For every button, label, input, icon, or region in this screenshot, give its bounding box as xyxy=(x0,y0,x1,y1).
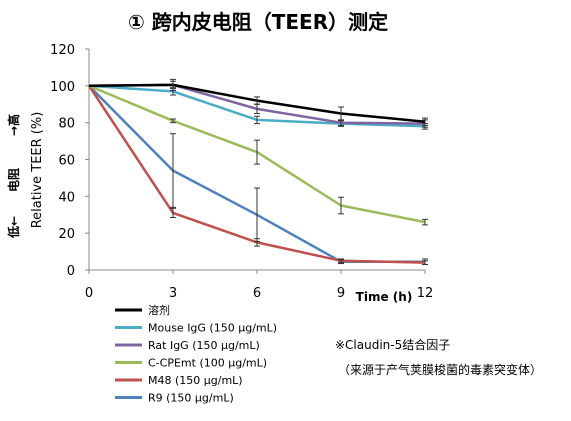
y-tick-label: 120 xyxy=(50,43,75,58)
legend-entry-label: Rat IgG (150 μg/mL) xyxy=(148,339,260,352)
y-tick-label: 0 xyxy=(67,264,75,279)
side-resistance-label: 低← 电阻 →高 xyxy=(6,114,21,239)
side-label-mid: 电阻 xyxy=(6,168,21,192)
legend: 溶剂 Mouse IgG (150 μg/mL) Rat IgG (150 μg/m… xyxy=(115,303,277,405)
legend-entry-label: 溶剂 xyxy=(148,303,170,317)
x-tick-label: 6 xyxy=(253,286,261,301)
legend-entry-label: Mouse IgG (150 μg/mL) xyxy=(148,322,277,335)
note-line-2: （来源于产气荚膜梭菌的毒素突变体） xyxy=(338,363,543,377)
legend-entry-label: M48 (150 μg/mL) xyxy=(148,374,243,387)
y-tick-label: 60 xyxy=(58,154,75,169)
x-tick-label: 9 xyxy=(337,286,345,301)
legend-entry-label: R9 (150 μg/mL) xyxy=(148,392,234,405)
legend-entry-label: C-CPEmt (100 μg/mL) xyxy=(148,357,267,370)
side-label-high: →高 xyxy=(6,114,21,136)
x-tick-label: 0 xyxy=(85,286,93,301)
y-tick-label: 100 xyxy=(50,80,75,95)
x-axis-label: Time (h) xyxy=(356,290,413,304)
x-tick-label: 12 xyxy=(417,286,434,301)
side-label-low: 低← xyxy=(6,216,21,239)
y-tick-label: 40 xyxy=(58,190,75,205)
y-tick-label: 80 xyxy=(58,117,75,132)
x-tick-label: 3 xyxy=(169,286,177,301)
note-line-1: ※Claudin-5结合因子 xyxy=(335,338,451,352)
plot-area xyxy=(87,78,428,265)
chart-title: ① 跨内皮电阻（TEER）测定 xyxy=(128,10,388,34)
y-axis-label: Relative TEER (%) xyxy=(30,112,45,229)
y-tick-label: 20 xyxy=(58,227,75,242)
axes: 0 20 40 60 80 100 120 0 3 6 9 12 xyxy=(50,43,433,301)
